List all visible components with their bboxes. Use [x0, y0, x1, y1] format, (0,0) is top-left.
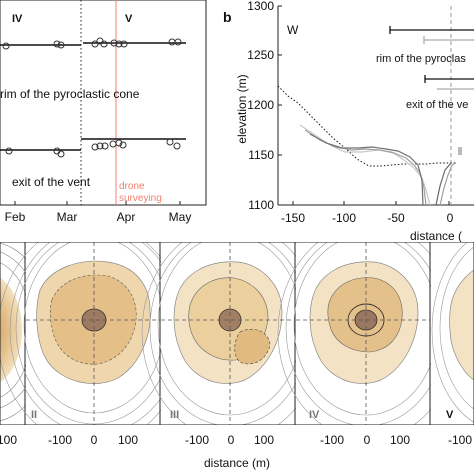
map-x-tick: 100	[254, 433, 274, 447]
vent-annotation: exit of the ve	[406, 99, 468, 111]
vent-point	[119, 141, 127, 149]
rim-point	[57, 41, 65, 49]
x-tick-feb: Feb	[5, 210, 26, 224]
y-axis-label: elevation (m)	[235, 74, 249, 143]
map-tile-2: II	[0, 242, 187, 425]
crater-fill	[449, 269, 474, 381]
panel-c: II III	[0, 242, 474, 425]
x-tick-minus100: -100	[332, 211, 356, 225]
rim-annotation: rim of the pyroclas	[376, 53, 466, 65]
rim-point	[120, 40, 128, 48]
map-tile-4: IV	[277, 242, 459, 425]
crater-lobe	[234, 329, 271, 365]
profile-right-grey	[439, 162, 457, 206]
profile-light	[299, 124, 431, 206]
map-tile-3: III	[141, 242, 323, 425]
rim-point	[168, 38, 176, 46]
profile-dotted	[277, 85, 456, 167]
vent-point	[101, 142, 109, 150]
map-x-tick: -100	[0, 433, 17, 447]
panel-b-y-ticks	[278, 5, 282, 156]
drone-label-line1: drone	[119, 181, 145, 192]
vent-point	[166, 138, 174, 146]
crater-fill	[0, 277, 22, 383]
panel-a-ticks	[14, 201, 181, 205]
rim-point	[91, 40, 99, 48]
rim-markers	[2, 37, 182, 50]
vent-point	[5, 147, 13, 155]
map-x-tick: 100	[118, 433, 138, 447]
profile-right-dark	[435, 162, 452, 206]
y-tick-1100: 1100	[248, 198, 274, 212]
drone-label-line2: surveying	[119, 193, 162, 204]
phase-label-v: V	[125, 13, 133, 25]
map-label-iv: IV	[309, 409, 320, 421]
y-tick-1200: 1200	[247, 98, 274, 112]
map-x-tick: 100	[390, 433, 410, 447]
vent-point	[91, 143, 99, 151]
map-label-ii: II	[31, 409, 37, 421]
panel-b: b elevation (m) 1300 1250 1200 1150 1100…	[223, 0, 474, 243]
panel-a: IV V	[0, 0, 207, 224]
x-tick-apr: Apr	[117, 210, 136, 224]
panel-b-label: b	[223, 9, 232, 25]
vent-point	[53, 147, 61, 155]
vent-point	[109, 140, 117, 148]
map-x-tick: -100	[448, 433, 472, 447]
rim-point	[110, 39, 118, 47]
vent-point	[173, 142, 181, 150]
profile-marker	[458, 147, 462, 155]
vent-markers	[5, 138, 181, 158]
rim-point	[174, 38, 182, 46]
vent-point	[57, 150, 65, 158]
map-x-tick: 0	[364, 433, 371, 447]
map-x-axis-label: distance (m)	[204, 456, 270, 470]
phase-label-iv: IV	[12, 13, 23, 25]
contour	[431, 242, 474, 423]
x-tick-minus150: -150	[281, 211, 305, 225]
rim-series-label: rim of the pyroclastic cone	[0, 87, 140, 101]
map-x-tick: -100	[48, 433, 72, 447]
map-x-tick: -100	[185, 433, 209, 447]
direction-label-w: W	[287, 23, 299, 37]
x-tick-may: May	[169, 210, 192, 224]
map-label-iii: III	[170, 409, 179, 421]
vent-point	[96, 142, 104, 150]
x-tick-minus50: -50	[387, 211, 405, 225]
rim-point	[53, 40, 61, 48]
panel-a-frame	[0, 0, 207, 206]
panel-b-x-ticks	[292, 201, 450, 205]
map-x-tick: -100	[320, 433, 344, 447]
rim-point	[2, 42, 10, 50]
profile-dark-grey	[309, 133, 424, 206]
x-axis-label: distance (	[410, 229, 462, 243]
vent-point	[115, 139, 123, 147]
x-tick-0: 0	[447, 211, 454, 225]
map-x-tick: 0	[91, 433, 98, 447]
map-x-tick: 0	[228, 433, 235, 447]
map-label-v: V	[446, 409, 454, 421]
rim-point	[100, 40, 108, 48]
contour	[439, 246, 474, 410]
x-tick-mar: Mar	[57, 210, 78, 224]
rim-point	[115, 40, 123, 48]
vent-series-label: exit of the vent	[12, 175, 91, 189]
y-tick-1300: 1300	[247, 0, 274, 13]
map-tile-5: V	[431, 242, 474, 425]
y-tick-1250: 1250	[247, 48, 274, 62]
panel-c-x-ticks: -100 -100 0 100 -100 0 100 -100 0 100 -1…	[0, 433, 472, 447]
y-tick-1150: 1150	[248, 148, 274, 162]
